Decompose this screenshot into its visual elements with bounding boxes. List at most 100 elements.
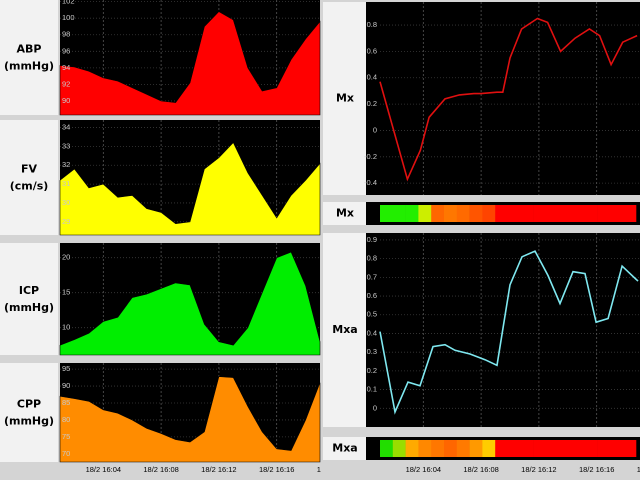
strip-cell — [610, 440, 624, 457]
strip-cell — [520, 205, 534, 222]
x-tick-label: 18/2 16:04 — [86, 465, 121, 474]
strip-cell — [584, 440, 598, 457]
label-cell — [0, 363, 58, 462]
label-cell — [0, 120, 58, 235]
y-tick-label: 0 — [373, 125, 377, 134]
panel-label: ICP — [19, 284, 39, 297]
strip-cell — [380, 205, 394, 222]
y-tick-label: 0.2 — [367, 366, 377, 375]
y-tick-label: 102 — [62, 0, 75, 6]
y-tick-label: 15 — [62, 288, 70, 297]
y-tick-label: 10 — [62, 323, 70, 332]
y-tick-label: 20 — [62, 253, 70, 262]
strip-cell — [623, 205, 637, 222]
strip-cell — [392, 440, 406, 457]
y-tick-label: 0.7 — [367, 272, 377, 281]
x-tick-label: 18/2 16:16 — [579, 465, 614, 474]
strip-cell — [623, 440, 637, 457]
panel-unit: (cm/s) — [10, 180, 49, 193]
strip-cell — [469, 205, 483, 222]
y-tick-label: 0.9 — [367, 235, 377, 244]
strip-cell — [508, 440, 522, 457]
y-tick-label: 70 — [62, 449, 70, 458]
strip-cell — [482, 440, 496, 457]
strip-cell — [572, 440, 586, 457]
x-tick-label: 18/2 16:04 — [406, 465, 441, 474]
plot-background — [366, 2, 640, 195]
panel-label: ABP — [17, 43, 42, 56]
x-tick-label: 18/2 16:12 — [521, 465, 556, 474]
y-tick-label: 30 — [62, 198, 70, 207]
strip-cell — [405, 205, 419, 222]
panel-label: CPP — [17, 398, 41, 411]
x-tick-label: 18/2 16:08 — [143, 465, 178, 474]
strip-cell — [559, 205, 573, 222]
y-tick-label: 33 — [62, 141, 70, 150]
y-tick-label: 29 — [62, 217, 70, 226]
strip-cell — [418, 205, 432, 222]
label-cell — [0, 243, 58, 355]
x-tick-label: 18/2 16:16 — [259, 465, 294, 474]
x-tick-label: 18/2 16:12 — [201, 465, 236, 474]
area — [59, 376, 321, 463]
panel-label: FV — [21, 163, 38, 176]
y-tick-label: 95 — [62, 364, 70, 373]
y-tick-label: 90 — [62, 96, 70, 105]
label-cell — [323, 233, 366, 427]
strip-cell — [380, 440, 394, 457]
strip-cell — [533, 205, 547, 222]
strip-cell — [597, 205, 611, 222]
label-cell — [0, 0, 58, 115]
panel-label: Mxa — [332, 323, 357, 336]
y-tick-label: -0.2 — [364, 152, 377, 161]
x-tick-label: 18/2 16:08 — [463, 465, 498, 474]
y-tick-label: 75 — [62, 432, 70, 441]
strip-cell — [533, 440, 547, 457]
y-tick-label: 0.4 — [367, 73, 377, 82]
label-cell — [323, 437, 366, 460]
strip-cell — [520, 440, 534, 457]
strip-cell — [546, 205, 560, 222]
x-tick-label: 18/2 16:20 — [317, 465, 352, 474]
strip-cell — [392, 205, 406, 222]
right-column: Mx -0.4 -0.2 0 0.2 0.4 0.6 0.8 Mx Mxa 0 0.1 0.2 0.3 0.… — [323, 2, 640, 474]
strip-cell — [431, 205, 445, 222]
strip-cell — [444, 205, 458, 222]
left-column: ABP (mmHg) 90 92 94 96 98 100 102 FV (cm/s) 29 30 31 3… — [0, 0, 352, 474]
y-tick-label: -0.4 — [364, 178, 377, 187]
y-tick-label: 34 — [62, 123, 70, 132]
strip-cell — [572, 205, 586, 222]
label-cell — [323, 2, 366, 195]
y-tick-label: 0.8 — [367, 20, 377, 29]
panel-unit: (mmHg) — [4, 415, 54, 428]
y-tick-label: 31 — [62, 179, 70, 188]
line — [379, 17, 638, 182]
y-tick-label: 0.6 — [367, 46, 377, 55]
strip-cell — [456, 440, 470, 457]
y-tick-label: 0.2 — [367, 99, 377, 108]
strip-cell — [559, 440, 573, 457]
y-tick-label: 85 — [62, 398, 70, 407]
panel-unit: (mmHg) — [4, 60, 54, 73]
strip-cell — [495, 440, 509, 457]
y-tick-label: 0.3 — [367, 347, 377, 356]
y-tick-label: 96 — [62, 46, 70, 55]
y-tick-label: 92 — [62, 79, 70, 88]
panel-label: Mx — [336, 207, 354, 220]
strip-cell — [610, 205, 624, 222]
strip-cell — [405, 440, 419, 457]
area — [59, 142, 321, 236]
strip-cell — [444, 440, 458, 457]
y-tick-label: 0.6 — [367, 291, 377, 300]
strip-cell — [482, 205, 496, 222]
label-cell — [323, 202, 366, 225]
x-tick-label: 18/2 16:20 — [637, 465, 640, 474]
strip-cell — [456, 205, 470, 222]
y-tick-label: 80 — [62, 415, 70, 424]
strip-cell — [469, 440, 483, 457]
strip-cell — [546, 440, 560, 457]
strip-cell — [508, 205, 522, 222]
y-tick-label: 0.8 — [367, 254, 377, 263]
area — [59, 251, 321, 356]
